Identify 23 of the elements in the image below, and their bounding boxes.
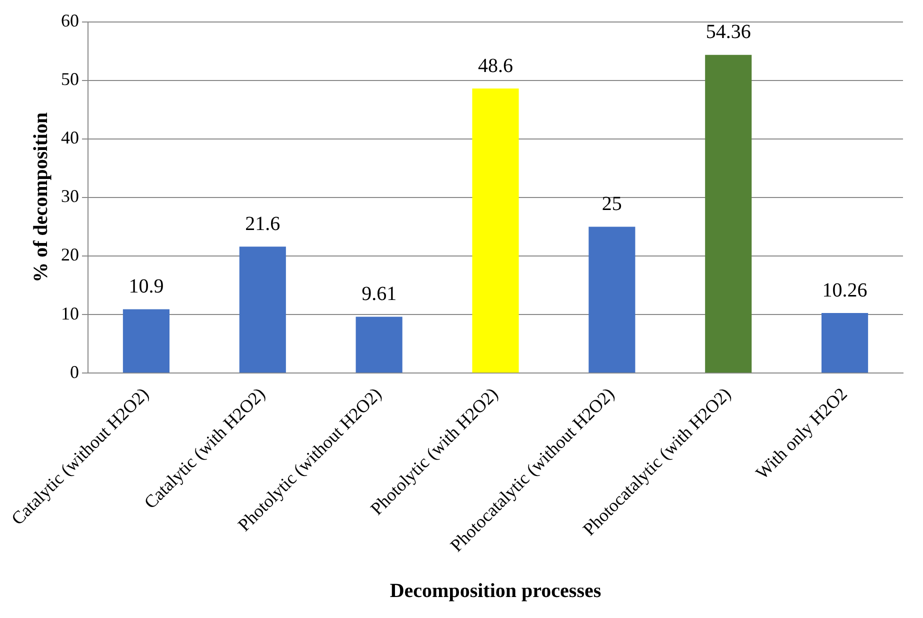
- data-label: 10.9: [128, 276, 164, 298]
- bar: [822, 313, 868, 373]
- x-axis-title: Decomposition processes: [390, 580, 602, 602]
- y-tick-label: 10: [61, 303, 80, 324]
- data-label: 48.6: [478, 54, 514, 77]
- y-tick-label: 40: [61, 128, 80, 148]
- data-label: 9.61: [362, 283, 397, 306]
- bar: [239, 246, 286, 373]
- bar: [705, 54, 752, 373]
- data-label: 21.6: [245, 212, 280, 235]
- y-tick-label: 60: [61, 10, 80, 31]
- y-tick-label: 50: [61, 69, 80, 90]
- y-tick-label: 20: [61, 244, 80, 265]
- data-label: 54.36: [706, 21, 751, 44]
- bar: [588, 226, 636, 373]
- bar: [122, 309, 170, 373]
- y-tick-label: 30: [61, 186, 80, 206]
- bar: [472, 88, 519, 373]
- data-label: 25: [602, 192, 622, 215]
- y-tick-label: 0: [70, 362, 80, 382]
- y-axis-title: % of decomposition: [30, 112, 52, 282]
- bar: [356, 316, 402, 373]
- data-label: 10.26: [822, 279, 868, 302]
